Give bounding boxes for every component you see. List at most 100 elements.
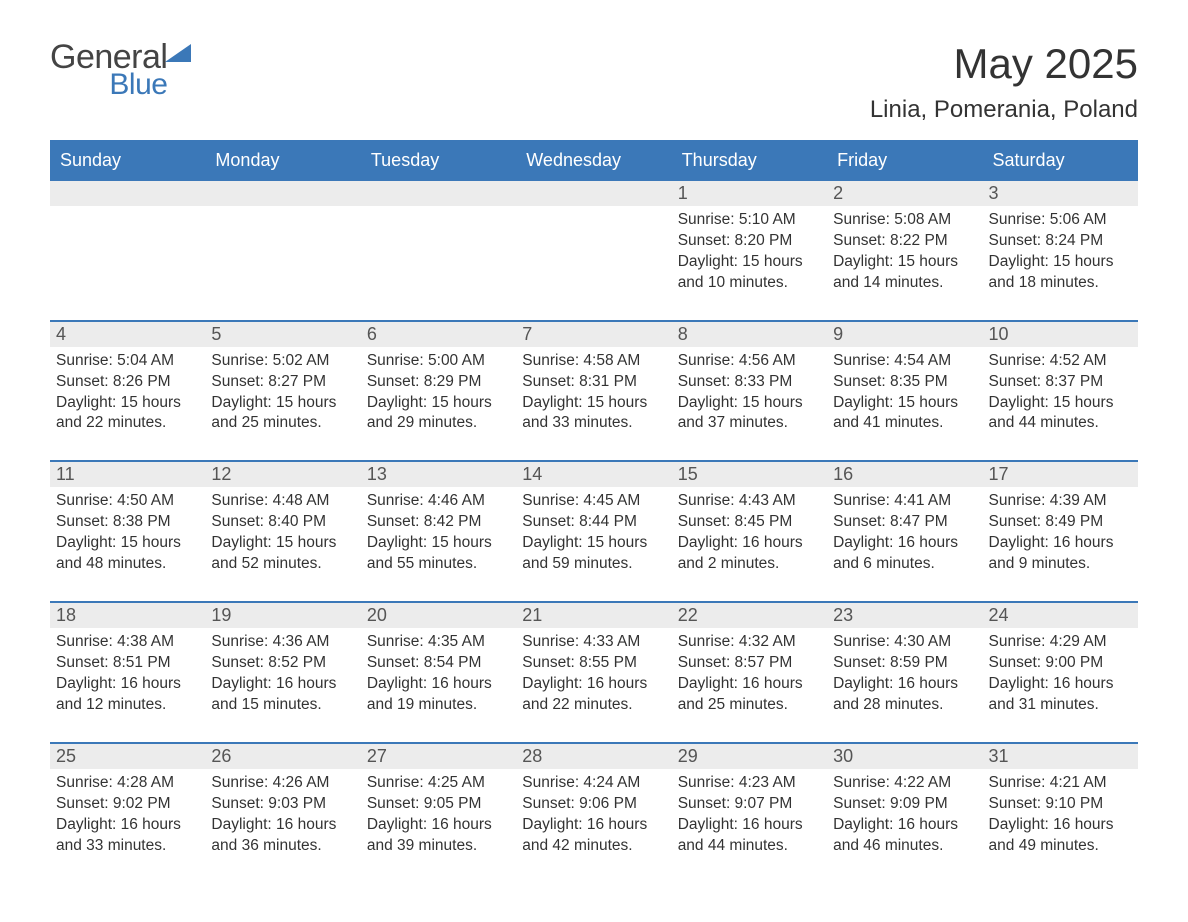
- calendar-day-cell: 12Sunrise: 4:48 AMSunset: 8:40 PMDayligh…: [205, 461, 360, 602]
- day-sunset: Sunset: 8:44 PM: [522, 512, 665, 533]
- day-sunrise: Sunrise: 4:43 AM: [678, 491, 821, 512]
- day-info: Sunrise: 5:08 AMSunset: 8:22 PMDaylight:…: [833, 210, 976, 294]
- day-sunrise: Sunrise: 4:28 AM: [56, 773, 199, 794]
- calendar-day-cell: 13Sunrise: 4:46 AMSunset: 8:42 PMDayligh…: [361, 461, 516, 602]
- day-sunset: Sunset: 8:31 PM: [522, 372, 665, 393]
- weekday-header: Thursday: [672, 141, 827, 180]
- day-day: Daylight: 16 hours and 49 minutes.: [989, 815, 1132, 857]
- calendar-day-cell: [516, 180, 671, 321]
- day-sunset: Sunset: 8:26 PM: [56, 372, 199, 393]
- calendar-day-cell: [50, 180, 205, 321]
- day-info: Sunrise: 4:21 AMSunset: 9:10 PMDaylight:…: [989, 773, 1132, 857]
- day-info: Sunrise: 4:48 AMSunset: 8:40 PMDaylight:…: [211, 491, 354, 575]
- day-info: Sunrise: 4:32 AMSunset: 8:57 PMDaylight:…: [678, 632, 821, 716]
- day-info: Sunrise: 4:41 AMSunset: 8:47 PMDaylight:…: [833, 491, 976, 575]
- calendar-day-cell: 15Sunrise: 4:43 AMSunset: 8:45 PMDayligh…: [672, 461, 827, 602]
- day-info: Sunrise: 4:30 AMSunset: 8:59 PMDaylight:…: [833, 632, 976, 716]
- calendar-day-cell: 16 Sunrise: 4:41 AMSunset: 8:47 PMDayligh…: [827, 461, 982, 602]
- day-day: Daylight: 15 hours and 33 minutes.: [522, 393, 665, 435]
- day-info: Sunrise: 4:26 AMSunset: 9:03 PMDaylight:…: [211, 773, 354, 857]
- day-sunrise: Sunrise: 4:41 AM: [833, 491, 976, 512]
- day-info: Sunrise: 4:56 AMSunset: 8:33 PMDaylight:…: [678, 351, 821, 435]
- day-day: Daylight: 16 hours and 33 minutes.: [56, 815, 199, 857]
- day-number: 25: [50, 744, 205, 769]
- day-number: 20: [361, 603, 516, 628]
- day-sunset: Sunset: 8:57 PM: [678, 653, 821, 674]
- calendar-body: 1Sunrise: 5:10 AMSunset: 8:20 PMDaylight…: [50, 180, 1138, 882]
- day-info: Sunrise: 5:00 AMSunset: 8:29 PMDaylight:…: [367, 351, 510, 435]
- calendar-day-cell: 19Sunrise: 4:36 AMSunset: 8:52 PMDayligh…: [205, 602, 360, 743]
- day-sunset: Sunset: 8:45 PM: [678, 512, 821, 533]
- day-number: 26: [205, 744, 360, 769]
- day-info: Sunrise: 4:54 AMSunset: 8:35 PMDaylight:…: [833, 351, 976, 435]
- day-sunset: Sunset: 8:22 PM: [833, 231, 976, 252]
- day-day: Daylight: 15 hours and 25 minutes.: [211, 393, 354, 435]
- calendar-day-cell: 5 Sunrise: 5:02 AMSunset: 8:27 PMDaylight…: [205, 321, 360, 462]
- day-sunset: Sunset: 8:40 PM: [211, 512, 354, 533]
- day-number: 23: [827, 603, 982, 628]
- day-sunrise: Sunrise: 4:25 AM: [367, 773, 510, 794]
- day-sunset: Sunset: 9:03 PM: [211, 794, 354, 815]
- day-sunset: Sunset: 8:38 PM: [56, 512, 199, 533]
- day-sunrise: Sunrise: 4:46 AM: [367, 491, 510, 512]
- calendar-day-cell: 31 Sunrise: 4:21 AMSunset: 9:10 PMDayligh…: [983, 743, 1138, 883]
- day-day: Daylight: 15 hours and 55 minutes.: [367, 533, 510, 575]
- day-number: 2: [827, 181, 982, 206]
- day-number: 31: [983, 744, 1138, 769]
- day-info: Sunrise: 4:25 AMSunset: 9:05 PMDaylight:…: [367, 773, 510, 857]
- day-sunrise: Sunrise: 4:35 AM: [367, 632, 510, 653]
- calendar-table: SundayMondayTuesdayWednesdayThursdayFrid…: [50, 140, 1138, 882]
- day-info: Sunrise: 4:58 AMSunset: 8:31 PMDaylight:…: [522, 351, 665, 435]
- day-info: Sunrise: 4:24 AMSunset: 9:06 PMDaylight:…: [522, 773, 665, 857]
- calendar-day-cell: 24Sunrise: 4:29 AMSunset: 9:00 PMDayligh…: [983, 602, 1138, 743]
- day-day: Daylight: 15 hours and 29 minutes.: [367, 393, 510, 435]
- day-sunrise: Sunrise: 4:45 AM: [522, 491, 665, 512]
- calendar-day-cell: 23 Sunrise: 4:30 AMSunset: 8:59 PMDayligh…: [827, 602, 982, 743]
- day-number: 29: [672, 744, 827, 769]
- day-info: Sunrise: 5:02 AMSunset: 8:27 PMDaylight:…: [211, 351, 354, 435]
- day-sunrise: Sunrise: 5:10 AM: [678, 210, 821, 231]
- day-info: Sunrise: 4:45 AMSunset: 8:44 PMDaylight:…: [522, 491, 665, 575]
- calendar-day-cell: 11Sunrise: 4:50 AMSunset: 8:38 PMDayligh…: [50, 461, 205, 602]
- day-number: 16: [827, 462, 982, 487]
- day-info: Sunrise: 5:04 AMSunset: 8:26 PMDaylight:…: [56, 351, 199, 435]
- weekday-header: Saturday: [983, 141, 1138, 180]
- day-day: Daylight: 16 hours and 9 minutes.: [989, 533, 1132, 575]
- day-number: 30: [827, 744, 982, 769]
- day-number: 4: [50, 322, 205, 347]
- day-sunrise: Sunrise: 4:58 AM: [522, 351, 665, 372]
- day-sunset: Sunset: 9:02 PM: [56, 794, 199, 815]
- day-number: 22: [672, 603, 827, 628]
- day-number: 5: [205, 322, 360, 347]
- logo-text: General Blue: [50, 40, 167, 100]
- weekday-header: Wednesday: [516, 141, 671, 180]
- day-number: 13: [361, 462, 516, 487]
- calendar-header-row: SundayMondayTuesdayWednesdayThursdayFrid…: [50, 141, 1138, 180]
- day-sunrise: Sunrise: 5:06 AM: [989, 210, 1132, 231]
- calendar-day-cell: 4 Sunrise: 5:04 AMSunset: 8:26 PMDaylight…: [50, 321, 205, 462]
- day-sunrise: Sunrise: 4:38 AM: [56, 632, 199, 653]
- calendar-day-cell: 26 Sunrise: 4:26 AMSunset: 9:03 PMDayligh…: [205, 743, 360, 883]
- calendar-day-cell: [361, 180, 516, 321]
- calendar-day-cell: 8Sunrise: 4:56 AMSunset: 8:33 PMDaylight…: [672, 321, 827, 462]
- day-sunset: Sunset: 9:07 PM: [678, 794, 821, 815]
- day-sunrise: Sunrise: 5:08 AM: [833, 210, 976, 231]
- day-number: [205, 181, 360, 206]
- day-number: 11: [50, 462, 205, 487]
- calendar-day-cell: 2 Sunrise: 5:08 AMSunset: 8:22 PMDaylight…: [827, 180, 982, 321]
- calendar-day-cell: 7Sunrise: 4:58 AMSunset: 8:31 PMDaylight…: [516, 321, 671, 462]
- calendar-day-cell: 17Sunrise: 4:39 AMSunset: 8:49 PMDayligh…: [983, 461, 1138, 602]
- day-day: Daylight: 15 hours and 44 minutes.: [989, 393, 1132, 435]
- calendar-week-row: 4 Sunrise: 5:04 AMSunset: 8:26 PMDaylight…: [50, 321, 1138, 462]
- title-block: May 2025 Linia, Pomerania, Poland: [870, 40, 1138, 134]
- day-sunset: Sunset: 8:33 PM: [678, 372, 821, 393]
- day-sunrise: Sunrise: 4:48 AM: [211, 491, 354, 512]
- day-sunset: Sunset: 9:09 PM: [833, 794, 976, 815]
- day-day: Daylight: 16 hours and 6 minutes.: [833, 533, 976, 575]
- day-day: Daylight: 15 hours and 10 minutes.: [678, 252, 821, 294]
- calendar-day-cell: 28Sunrise: 4:24 AMSunset: 9:06 PMDayligh…: [516, 743, 671, 883]
- day-sunset: Sunset: 8:37 PM: [989, 372, 1132, 393]
- day-info: Sunrise: 4:39 AMSunset: 8:49 PMDaylight:…: [989, 491, 1132, 575]
- day-sunset: Sunset: 8:24 PM: [989, 231, 1132, 252]
- day-sunset: Sunset: 9:00 PM: [989, 653, 1132, 674]
